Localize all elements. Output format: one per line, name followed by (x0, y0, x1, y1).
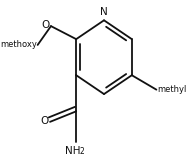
Text: methoxy: methoxy (0, 40, 37, 49)
Text: 2: 2 (80, 147, 85, 156)
Text: NH: NH (65, 146, 81, 156)
Text: methyl: methyl (157, 85, 187, 94)
Text: N: N (100, 7, 108, 17)
Text: O: O (41, 116, 49, 126)
Text: O: O (42, 20, 50, 30)
